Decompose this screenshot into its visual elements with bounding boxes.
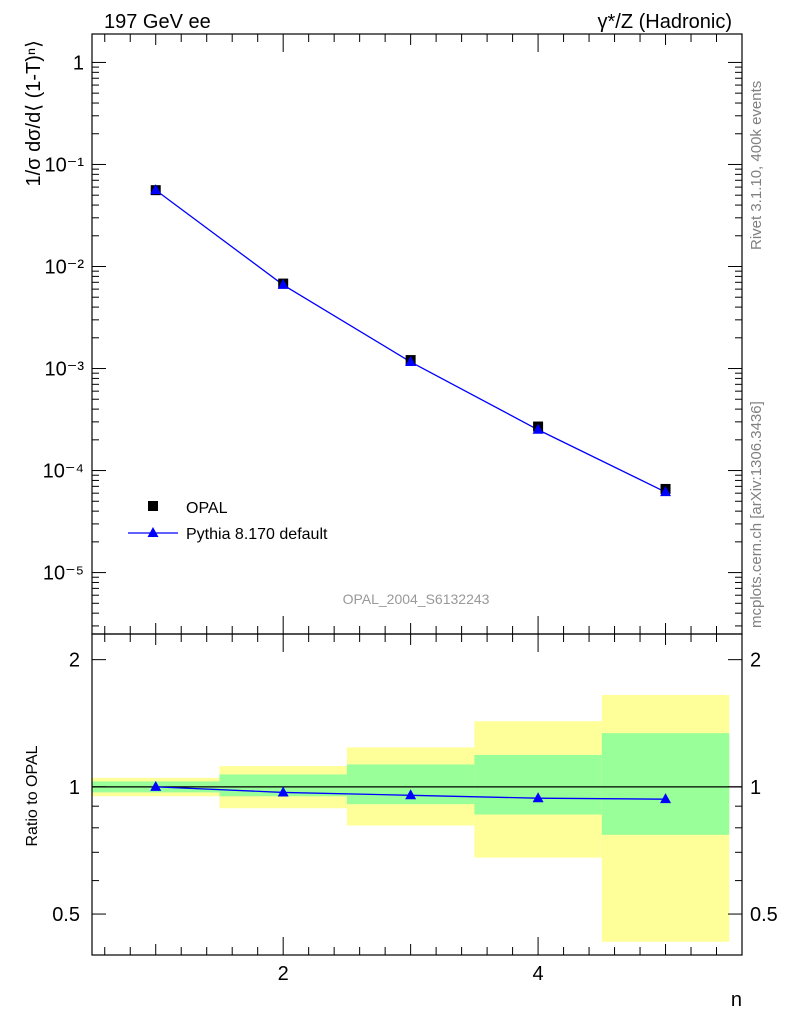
ratio-data-point xyxy=(405,789,417,800)
ratio-data-point xyxy=(660,793,672,804)
ratio-y-tick-label: 0.5 xyxy=(52,904,80,926)
legend-opal-label: OPAL xyxy=(186,500,228,517)
ratio-y-tick-label: 2 xyxy=(69,650,80,672)
y-tick-label: 10⁻¹ xyxy=(45,154,85,176)
legend: OPAL Pythia 8.170 default xyxy=(128,500,328,543)
main-plot-panel: 1 10⁻¹ 10⁻² 10⁻³ 10⁻⁴ 10⁻⁵ OPAL Pythia 8.170 de… xyxy=(43,33,743,635)
x-axis-label: n xyxy=(731,989,742,1011)
x-tick-label: 4 xyxy=(533,963,544,985)
ratio-plot-panel: 2 4 0.5 0.5 1 1 2 2 xyxy=(52,616,778,985)
ratio-data-point xyxy=(277,786,289,797)
main-y-axis-label: 1/σ dσ/d⟨ (1-T)ⁿ⟩ xyxy=(23,40,45,187)
pythia-data-point xyxy=(277,278,289,289)
y-tick-label: 1 xyxy=(73,52,84,74)
ratio-frame xyxy=(91,633,743,956)
pythia-data-point xyxy=(150,184,162,195)
ratio-y-tick-label-right: 1 xyxy=(750,777,761,799)
legend-pythia-label: Pythia 8.170 default xyxy=(186,526,328,543)
right-title: γ*/Z (Hadronic) xyxy=(598,11,732,33)
green-uncertainty-band xyxy=(601,733,730,835)
y-tick-label: 10⁻² xyxy=(45,256,85,278)
y-tick-label: 10⁻³ xyxy=(45,359,85,381)
x-tick-label: 2 xyxy=(278,963,289,985)
pythia-data-point xyxy=(532,423,544,434)
mcplots-reference-label: mcplots.cern.ch [arXiv:1306.3436] xyxy=(748,401,765,628)
pythia-data-point xyxy=(660,486,672,497)
ratio-y-tick-label-right: 0.5 xyxy=(750,904,778,926)
y-tick-label: 10⁻⁴ xyxy=(43,461,84,483)
main-frame xyxy=(91,33,743,635)
ratio-data-point xyxy=(150,780,162,791)
analysis-watermark: OPAL_2004_S6132243 xyxy=(343,591,490,607)
pythia-data-point xyxy=(405,355,417,366)
ratio-y-tick-label: 1 xyxy=(69,777,80,799)
y-tick-label: 10⁻⁵ xyxy=(43,563,84,585)
ratio-y-tick-label-right: 2 xyxy=(750,650,761,672)
legend-opal-marker xyxy=(148,501,158,511)
ratio-y-axis-label: Ratio to OPAL xyxy=(24,745,41,846)
pythia-series-line xyxy=(155,189,666,493)
left-title: 197 GeV ee xyxy=(104,11,211,33)
rivet-version-label: Rivet 3.1.10, 400k events xyxy=(748,80,765,250)
legend-pythia-marker xyxy=(147,527,159,537)
green-uncertainty-band xyxy=(474,754,602,815)
ratio-data-point xyxy=(532,792,544,803)
